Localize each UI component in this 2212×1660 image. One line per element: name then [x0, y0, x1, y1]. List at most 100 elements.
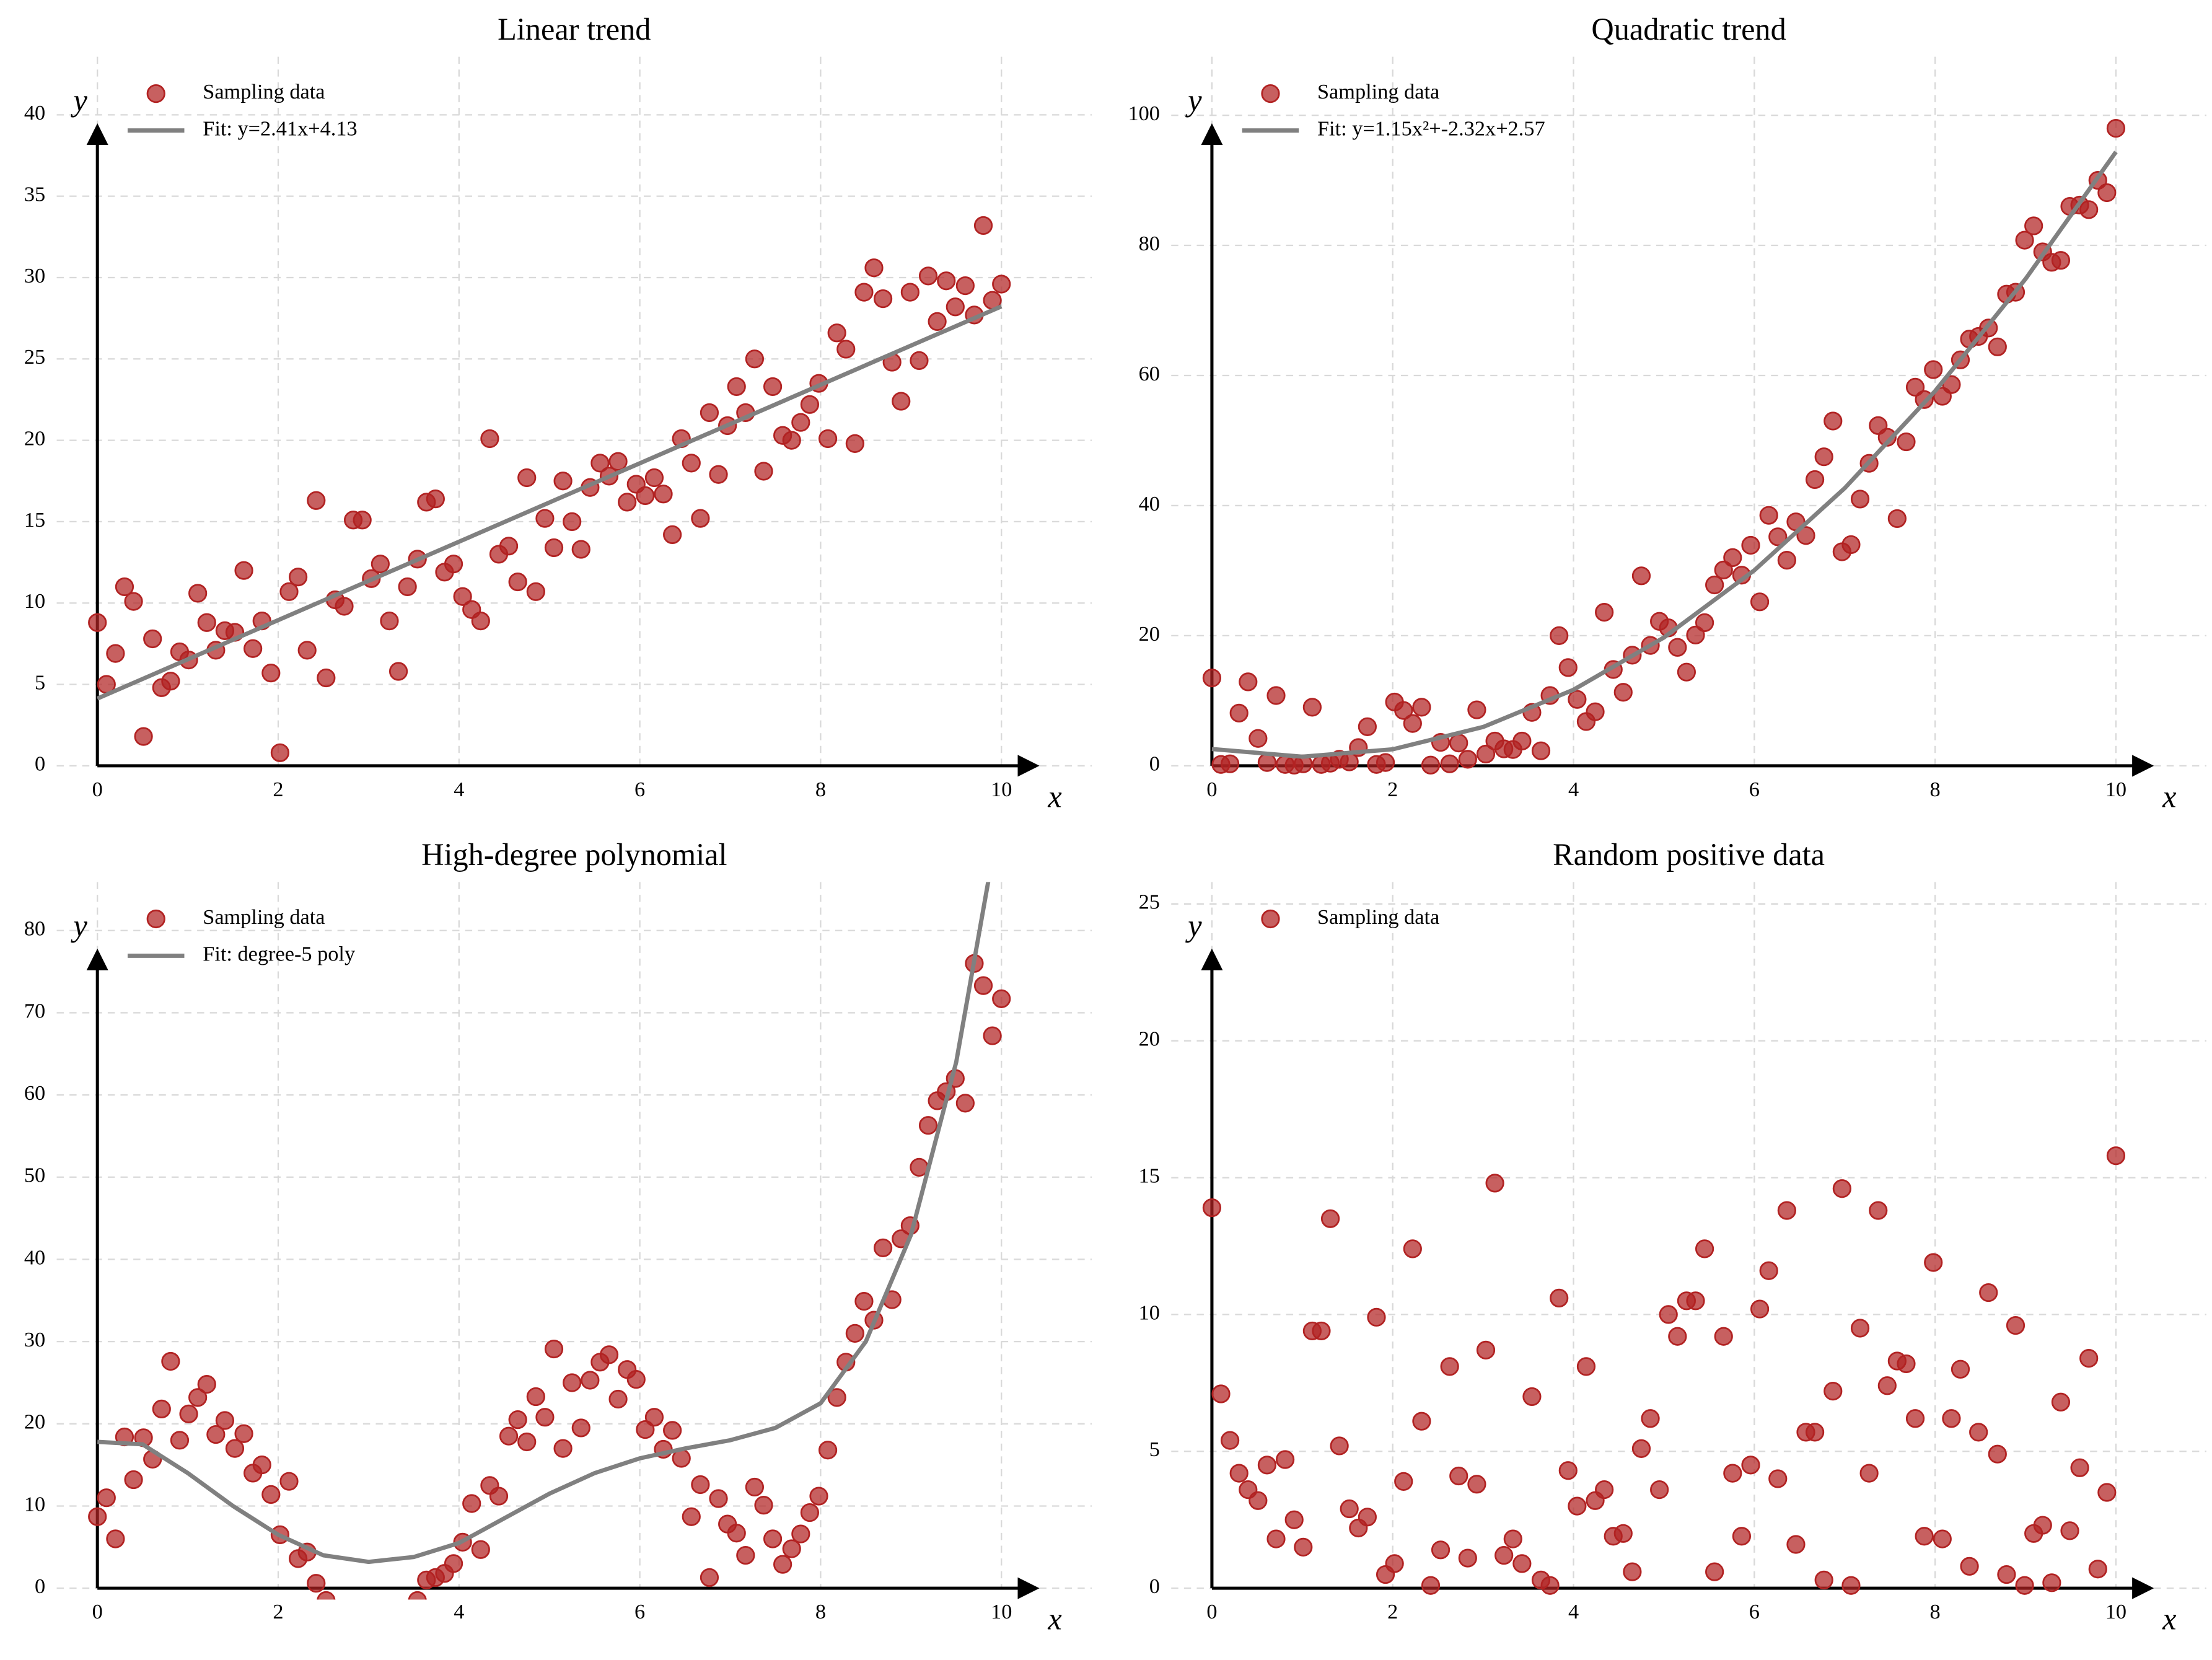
fit-line	[97, 882, 991, 1565]
data-point	[1249, 1491, 1268, 1510]
data-point	[1777, 1201, 1796, 1220]
data-point	[800, 1503, 820, 1522]
data-point	[1969, 1423, 1988, 1442]
legend-marker	[1261, 84, 1280, 103]
data-point	[244, 639, 263, 658]
data-point	[1458, 1548, 1477, 1568]
data-point	[1750, 1299, 1770, 1319]
y-tick-label: 25	[24, 345, 45, 369]
data-point	[2060, 1521, 2079, 1540]
x-tick-label: 0	[1206, 1600, 1217, 1623]
data-point	[1650, 1480, 1669, 1500]
data-point	[317, 668, 336, 688]
data-point	[535, 1408, 555, 1427]
data-point	[1979, 1283, 1998, 1302]
data-point	[1294, 1537, 1313, 1557]
x-tick-label: 4	[1568, 1600, 1579, 1623]
data-point	[462, 1494, 481, 1513]
x-tick-label: 0	[1206, 778, 1217, 801]
data-point	[553, 472, 573, 491]
data-point	[508, 1410, 527, 1429]
y-tick-label: 70	[24, 999, 45, 1022]
data-point	[1759, 506, 1778, 525]
data-point	[581, 1371, 600, 1390]
data-point	[106, 644, 125, 663]
data-point	[499, 537, 519, 556]
x-tick-label: 6	[1749, 778, 1760, 801]
x-tick-label: 6	[634, 778, 645, 801]
data-point	[1358, 717, 1377, 736]
data-point	[371, 555, 390, 574]
data-point	[1960, 1557, 1979, 1576]
data-point	[1568, 690, 1587, 709]
x-tick-label: 6	[1749, 1600, 1760, 1623]
data-point	[1512, 731, 1532, 751]
data-point	[563, 512, 582, 532]
data-point	[1768, 527, 1788, 547]
data-point	[1367, 1307, 1386, 1327]
data-point	[800, 395, 820, 414]
data-point	[754, 462, 773, 481]
data-point	[327, 1604, 343, 1621]
data-point	[1412, 1412, 1431, 1431]
data-point	[1467, 1475, 1486, 1494]
y-tick-label: 0	[1149, 1574, 1160, 1598]
y-tick-label: 20	[24, 426, 45, 450]
data-point	[1850, 1319, 1870, 1338]
data-point	[2051, 1392, 2071, 1412]
plot-area	[88, 216, 1011, 762]
plot-area	[1202, 1146, 2126, 1595]
data-point	[1924, 1253, 1943, 1272]
data-point	[1440, 754, 1459, 773]
data-point	[88, 613, 107, 632]
data-point	[345, 1625, 361, 1641]
data-point	[508, 572, 527, 592]
data-point	[992, 989, 1011, 1008]
data-point	[709, 465, 728, 484]
data-point	[317, 1591, 336, 1600]
data-point	[937, 271, 956, 291]
data-point	[636, 486, 655, 505]
data-point	[1512, 1554, 1532, 1573]
data-point	[1558, 1461, 1578, 1480]
data-point	[1431, 1540, 1451, 1560]
data-point	[1668, 1327, 1687, 1346]
data-point	[1732, 1527, 1752, 1546]
data-point	[544, 1339, 564, 1359]
data-point	[1476, 744, 1496, 764]
data-point	[1933, 1529, 1952, 1548]
data-point	[736, 1545, 755, 1565]
data-point	[1476, 1340, 1496, 1359]
data-point	[1266, 686, 1286, 705]
data-point	[288, 568, 308, 587]
data-point	[1897, 1354, 1916, 1374]
data-point	[608, 1389, 628, 1409]
data-point	[544, 538, 564, 558]
plot-area	[1202, 118, 2126, 775]
data-point	[571, 1418, 590, 1438]
data-point	[1768, 1469, 1788, 1488]
y-tick-label: 10	[24, 589, 45, 613]
data-point	[827, 323, 846, 343]
data-point	[1257, 753, 1277, 772]
chart-title: Quadratic trend	[1591, 12, 1786, 46]
data-point	[234, 1424, 253, 1443]
data-point	[1403, 1239, 1422, 1258]
data-point	[1550, 626, 1569, 645]
y-tick-label: 60	[1139, 362, 1160, 385]
data-point	[336, 1617, 353, 1633]
plot-area	[88, 882, 1011, 1641]
data-point	[1330, 1436, 1349, 1456]
data-point	[1832, 1179, 1851, 1198]
data-point	[225, 1439, 245, 1458]
data-point	[2051, 251, 2071, 270]
data-point	[809, 1487, 828, 1506]
data-point	[992, 274, 1011, 294]
data-point	[526, 1387, 545, 1407]
data-point	[453, 587, 472, 606]
x-tick-label: 4	[454, 778, 464, 801]
data-point	[2015, 1576, 2034, 1595]
data-point	[1467, 700, 1486, 719]
data-point	[709, 1489, 728, 1508]
x-tick-label: 10	[2105, 778, 2126, 801]
